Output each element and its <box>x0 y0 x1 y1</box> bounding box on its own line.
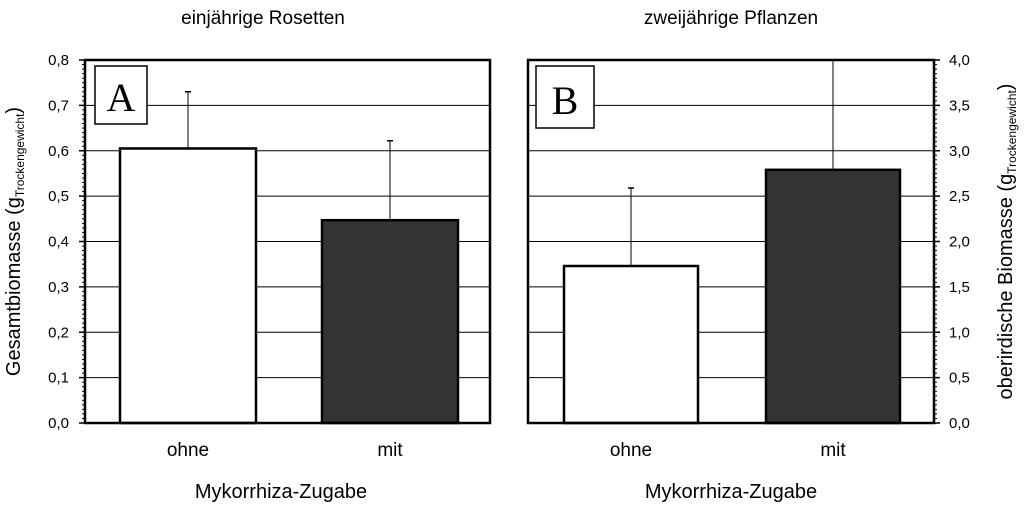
y-tick-label: 0,8 <box>48 52 69 69</box>
category-label-ohne: ohne <box>610 440 652 461</box>
y-tick-label: 2,0 <box>949 234 970 251</box>
y-tick-label: 0,2 <box>48 324 69 341</box>
y-axis-label-close: ) <box>995 84 1017 91</box>
category-label-mit: mit <box>820 440 846 461</box>
panel-label: A <box>107 75 136 120</box>
y-axis-label-subscript: Trockengewicht <box>13 113 27 197</box>
chart-title: einjährige Rosetten <box>181 8 345 29</box>
panel-label-box <box>94 65 148 125</box>
panel-b: 0,0 0,5 1,0 1,5 2,0 2,5 3,0 3,5 4,0 ohne mit Bzweij… <box>526 8 1019 503</box>
y-tick-label: 0,1 <box>48 370 69 387</box>
y-tick-label: 0,0 <box>949 415 970 432</box>
bar-ohne <box>118 147 258 425</box>
plot-frame <box>83 58 492 425</box>
y-tick-label: 1,0 <box>949 324 970 341</box>
y-tick-label: 0,7 <box>48 97 69 114</box>
x-axis-label: Mykorrhiza-Zugabe <box>195 481 367 503</box>
panel-label: B <box>552 78 579 123</box>
y-tick-label: 2,5 <box>949 188 970 205</box>
plot-frame <box>526 58 936 425</box>
y-tick-label: 0,6 <box>48 143 69 160</box>
bar-mit <box>320 218 460 425</box>
bar-mit <box>764 168 902 425</box>
y-tick-label: 4,0 <box>949 52 970 69</box>
y-tick-label: 1,5 <box>949 279 970 296</box>
y-axis-label-close: ) <box>3 107 25 114</box>
y-tick-label: 0,3 <box>48 279 69 296</box>
bar-ohne <box>562 264 700 425</box>
y-axis-label: Gesamtbiomasse (gTrockengewicht) <box>3 107 27 376</box>
category-label-ohne: ohne <box>167 440 209 461</box>
chart-title: zweijährige Pflanzen <box>644 8 818 29</box>
y-axis-label-subscript: Trockengewicht <box>1005 90 1019 174</box>
y-axis-label-main: Gesamtbiomasse (g <box>3 197 25 376</box>
y-axis-label-main: oberirdische Biomasse (g <box>995 174 1017 400</box>
y-tick-label: 0,5 <box>949 370 970 387</box>
y-tick-label: 3,0 <box>949 143 970 160</box>
y-tick-label: 0,0 <box>48 415 69 432</box>
category-label-mit: mit <box>377 440 403 461</box>
panel-label-box <box>535 65 595 129</box>
y-tick-label: 0,5 <box>48 188 69 205</box>
y-tick-label: 3,5 <box>949 97 970 114</box>
y-axis-label: oberirdische Biomasse (gTrockengewicht) <box>995 84 1019 400</box>
x-axis-label: Mykorrhiza-Zugabe <box>645 481 817 503</box>
panel-a: 0,0 0,1 0,2 0,3 0,4 0,5 0,6 0,7 0,8 ohne mit Aeinjä… <box>3 8 492 503</box>
y-tick-label: 0,4 <box>48 234 69 251</box>
